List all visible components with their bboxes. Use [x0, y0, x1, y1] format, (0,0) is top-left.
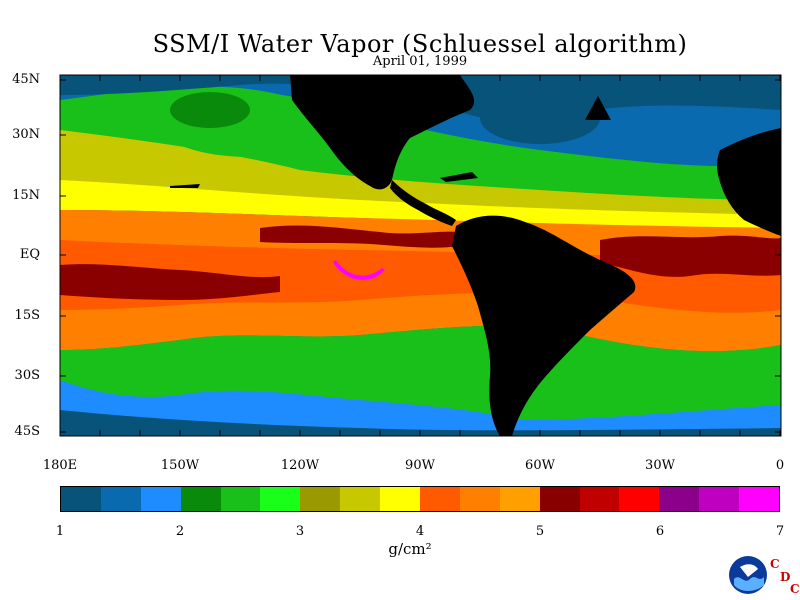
colorbar-segment: [61, 487, 101, 511]
cdc-letter-1: C: [770, 557, 780, 571]
map-date: April 01, 1999: [372, 54, 468, 69]
lat-label: 30N: [12, 127, 40, 142]
cdc-letter-2: D: [780, 570, 791, 584]
colorbar-segment: [220, 487, 261, 511]
colorbar-segment: [140, 487, 181, 511]
colorbar-segment: [619, 487, 660, 511]
colorbar-segment: [659, 487, 700, 511]
noaa-logo: [729, 556, 767, 594]
colorbar-segment: [699, 487, 740, 511]
colorbar-segment: [260, 487, 301, 511]
south-america: [452, 215, 636, 436]
north-america: [290, 75, 475, 190]
lat-label: 30S: [14, 368, 40, 383]
central-america: [390, 180, 456, 226]
lat-label: 15N: [12, 188, 40, 203]
lon-label: 180E: [42, 458, 78, 473]
lon-label: 60W: [525, 458, 555, 473]
lat-label: 45N: [12, 72, 40, 87]
lon-label: 0: [775, 458, 785, 473]
lon-label: 90W: [405, 458, 435, 473]
colorbar-tick-label: 3: [295, 524, 305, 539]
vapor-max-magenta: [333, 260, 385, 280]
lat-label: 45S: [14, 424, 40, 439]
colorbar-segment: [459, 487, 500, 511]
lat-label: EQ: [19, 247, 40, 262]
colorbar-segment: [499, 487, 540, 511]
colorbar-segment: [380, 487, 421, 511]
colorbar-tick-label: 1: [55, 524, 65, 539]
africa: [717, 128, 781, 236]
lon-label: 150W: [160, 458, 200, 473]
greenland-tip: [585, 96, 611, 120]
colorbar-unit: g/cm²: [388, 540, 432, 558]
colorbar-tick-label: 5: [535, 524, 545, 539]
lon-label: 30W: [645, 458, 675, 473]
map-title: SSM/I Water Vapor (Schluessel algorithm): [152, 30, 688, 58]
colorbar-segment: [300, 487, 341, 511]
lon-label: 120W: [280, 458, 320, 473]
cdc-letter-3: C: [790, 582, 800, 596]
colorbar-segment: [340, 487, 381, 511]
colorbar-tick-label: 6: [655, 524, 665, 539]
colorbar: [60, 486, 780, 512]
colorbar-segment: [420, 487, 460, 511]
colorbar-tick-label: 7: [775, 524, 785, 539]
colorbar-segment: [539, 487, 580, 511]
colorbar-segment: [579, 487, 620, 511]
colorbar-segment: [180, 487, 221, 511]
vapor-max-west: [60, 264, 280, 300]
colorbar-segment: [739, 487, 780, 511]
colorbar-tick-label: 2: [175, 524, 185, 539]
colorbar-segment: [100, 487, 141, 511]
colorbar-tick-label: 4: [415, 524, 425, 539]
lat-label: 15S: [14, 308, 40, 323]
